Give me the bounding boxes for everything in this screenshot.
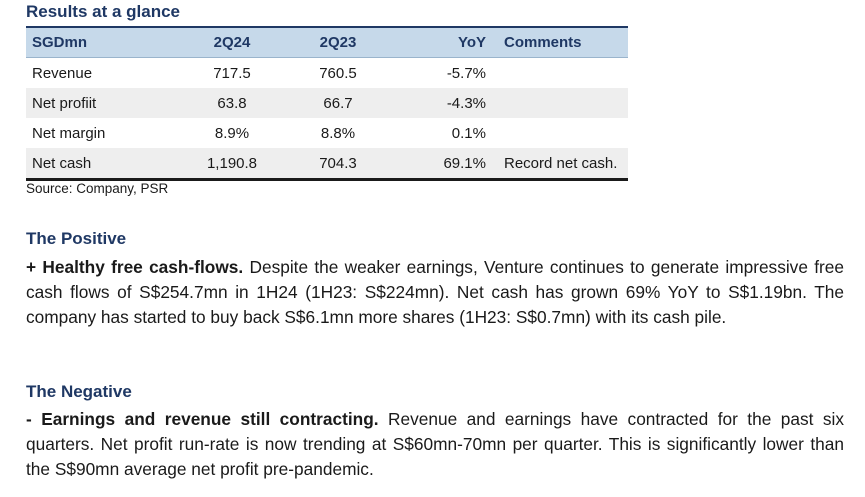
- cell-comment: Record net cash.: [504, 154, 618, 172]
- positive-body: Despite the weaker earnings, Venture con…: [26, 257, 844, 327]
- header-2q24: 2Q24: [182, 28, 282, 58]
- cell-comment: [500, 88, 628, 118]
- cell-2q23: 8.8%: [320, 124, 356, 142]
- cell-2q24: 717.5: [213, 64, 251, 82]
- cell-yoy: -4.3%: [446, 94, 486, 112]
- cell-yoy: -5.7%: [446, 64, 486, 82]
- row-label: Net profiit: [32, 94, 97, 112]
- table-row: Revenue 717.5 760.5 -5.7%: [26, 58, 628, 89]
- positive-lead: + Healthy free cash-flows.: [26, 257, 244, 277]
- negative-heading: The Negative: [26, 382, 132, 401]
- cell-comment: [500, 58, 628, 89]
- negative-paragraph: - Earnings and revenue still contracting…: [26, 407, 844, 482]
- row-label: Revenue: [32, 64, 93, 82]
- cell-yoy: 0.1%: [451, 124, 486, 142]
- cell-2q24: 8.9%: [214, 124, 250, 142]
- cell-2q24: 1,190.8: [206, 154, 258, 172]
- table-row: Net cash 1,190.8 704.3 69.1% Record net …: [26, 148, 628, 178]
- table-source-note: Source: Company, PSR: [26, 181, 169, 196]
- cell-2q24: 63.8: [217, 94, 247, 112]
- table-row: Net profiit 63.8 66.7 -4.3%: [26, 88, 628, 118]
- cell-2q23: 704.3: [319, 154, 357, 172]
- row-label: Net margin: [32, 124, 106, 142]
- header-yoy: YoY: [394, 28, 500, 58]
- cell-yoy: 69.1%: [443, 154, 486, 172]
- table-title: Results at a glance: [26, 2, 181, 21]
- results-table-container: SGDmn 2Q24 2Q23 YoY Comments Revenue 717…: [26, 26, 628, 181]
- cell-2q23: 760.5: [319, 64, 357, 82]
- table-row: Net margin 8.9% 8.8% 0.1%: [26, 118, 628, 148]
- positive-paragraph: + Healthy free cash-flows. Despite the w…: [26, 255, 844, 330]
- header-sgdmn: SGDmn: [26, 28, 182, 58]
- cell-comment: [500, 118, 628, 148]
- row-label: Net cash: [32, 154, 92, 172]
- negative-body: Revenue and earnings have contracted for…: [26, 409, 844, 479]
- table-top-rule: [26, 26, 628, 28]
- header-2q23: 2Q23: [282, 28, 394, 58]
- negative-lead: - Earnings and revenue still contracting…: [26, 409, 379, 429]
- cell-2q23: 66.7: [323, 94, 353, 112]
- header-comments: Comments: [500, 28, 628, 58]
- table-header-row: SGDmn 2Q24 2Q23 YoY Comments: [26, 28, 628, 58]
- positive-heading: The Positive: [26, 229, 127, 248]
- table-bottom-rule: [26, 178, 628, 181]
- results-table: SGDmn 2Q24 2Q23 YoY Comments Revenue 717…: [26, 28, 628, 178]
